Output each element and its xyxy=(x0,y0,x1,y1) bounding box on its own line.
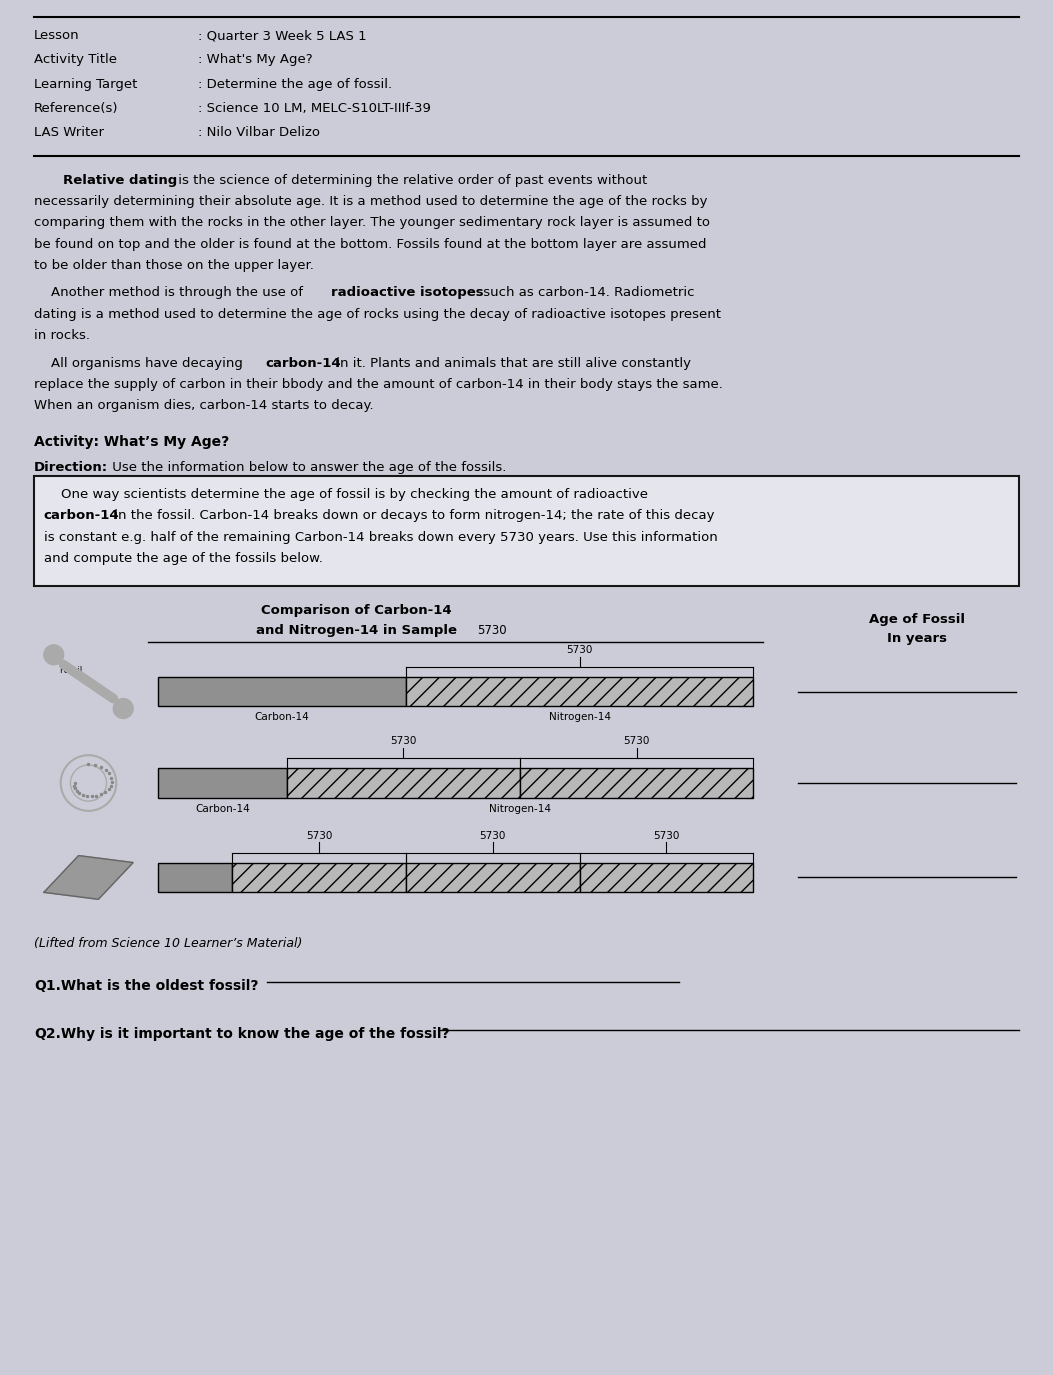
Text: such as carbon-14. Radiometric: such as carbon-14. Radiometric xyxy=(479,286,694,300)
Text: 5730: 5730 xyxy=(653,830,679,840)
Text: Another method is through the use of: Another method is through the use of xyxy=(34,286,307,300)
Text: : Quarter 3 Week 5 LAS 1: : Quarter 3 Week 5 LAS 1 xyxy=(198,29,366,43)
Text: is the science of determining the relative order of past events without: is the science of determining the relati… xyxy=(174,173,647,187)
Text: dating is a method used to determine the age of rocks using the decay of radioac: dating is a method used to determine the… xyxy=(34,308,721,320)
Text: : Science 10 LM, MELC-S10LT-IIIf-39: : Science 10 LM, MELC-S10LT-IIIf-39 xyxy=(198,102,431,116)
Text: Direction:: Direction: xyxy=(34,461,108,474)
Text: 5730: 5730 xyxy=(306,830,333,840)
Text: carbon-14: carbon-14 xyxy=(265,356,341,370)
Circle shape xyxy=(114,698,133,718)
Bar xyxy=(406,862,579,892)
Text: Activity: What’s My Age?: Activity: What’s My Age? xyxy=(34,434,230,448)
Text: Q1.: Q1. xyxy=(34,979,61,993)
Text: be found on top and the older is found at the bottom. Fossils found at the botto: be found on top and the older is found a… xyxy=(34,238,707,250)
Bar xyxy=(158,862,233,892)
Bar xyxy=(233,862,406,892)
Text: LAS Writer: LAS Writer xyxy=(34,126,104,139)
Bar xyxy=(406,676,753,707)
Polygon shape xyxy=(44,855,133,899)
Text: Q2.: Q2. xyxy=(34,1027,61,1041)
Bar xyxy=(158,769,286,798)
Text: replace the supply of carbon in their bbody and the amount of carbon-14 in their: replace the supply of carbon in their bb… xyxy=(34,378,722,390)
Text: One way scientists determine the age of fossil is by checking the amount of radi: One way scientists determine the age of … xyxy=(44,488,648,500)
Text: Carbon-14: Carbon-14 xyxy=(255,712,310,722)
Text: Nitrogen-14: Nitrogen-14 xyxy=(489,804,551,814)
Text: 5730: 5730 xyxy=(479,830,505,840)
Text: Reference(s): Reference(s) xyxy=(34,102,118,116)
Bar xyxy=(579,862,753,892)
Text: and Nitrogen-14 in Sample: and Nitrogen-14 in Sample xyxy=(256,624,457,637)
Text: Why is it important to know the age of the fossil?: Why is it important to know the age of t… xyxy=(56,1027,450,1041)
Text: 5730: 5730 xyxy=(623,736,650,747)
Text: in it. Plants and animals that are still alive constantly: in it. Plants and animals that are still… xyxy=(332,356,691,370)
Text: All organisms have decaying: All organisms have decaying xyxy=(34,356,247,370)
Text: Relative dating: Relative dating xyxy=(63,173,177,187)
Text: (Lifted from Science 10 Learner’s Material): (Lifted from Science 10 Learner’s Materi… xyxy=(34,938,302,950)
Text: In years: In years xyxy=(887,632,947,645)
Text: Lesson: Lesson xyxy=(34,29,80,43)
Text: Activity Title: Activity Title xyxy=(34,54,117,66)
Text: comparing them with the rocks in the other layer. The younger sedimentary rock l: comparing them with the rocks in the oth… xyxy=(34,216,710,230)
Bar xyxy=(520,769,753,798)
Bar xyxy=(158,676,406,707)
Text: Carbon-14: Carbon-14 xyxy=(195,804,250,814)
Text: and compute the age of the fossils below.: and compute the age of the fossils below… xyxy=(44,551,322,565)
Text: : What's My Age?: : What's My Age? xyxy=(198,54,313,66)
Text: Fossil: Fossil xyxy=(59,666,82,675)
Text: carbon-14: carbon-14 xyxy=(44,509,119,522)
Text: When an organism dies, carbon-14 starts to decay.: When an organism dies, carbon-14 starts … xyxy=(34,399,374,412)
Text: Learning Target: Learning Target xyxy=(34,78,137,91)
Text: What is the oldest fossil?: What is the oldest fossil? xyxy=(56,979,259,993)
Circle shape xyxy=(44,645,63,664)
Text: radioactive isotopes: radioactive isotopes xyxy=(331,286,483,300)
Text: : Determine the age of fossil.: : Determine the age of fossil. xyxy=(198,78,392,91)
Text: 5730: 5730 xyxy=(567,645,593,654)
Text: Comparison of Carbon-14: Comparison of Carbon-14 xyxy=(261,604,452,617)
FancyBboxPatch shape xyxy=(34,476,1019,586)
Text: Use the information below to answer the age of the fossils.: Use the information below to answer the … xyxy=(107,461,506,474)
Text: Nitrogen-14: Nitrogen-14 xyxy=(549,712,611,722)
Text: : Nilo Vilbar Delizo: : Nilo Vilbar Delizo xyxy=(198,126,320,139)
Text: 5730: 5730 xyxy=(391,736,417,747)
Bar xyxy=(286,769,520,798)
Text: in rocks.: in rocks. xyxy=(34,329,90,342)
Text: is constant e.g. half of the remaining Carbon-14 breaks down every 5730 years. U: is constant e.g. half of the remaining C… xyxy=(44,531,717,543)
Text: necessarily determining their absolute age. It is a method used to determine the: necessarily determining their absolute a… xyxy=(34,195,708,208)
Text: 5730: 5730 xyxy=(477,624,506,637)
Text: in the fossil. Carbon-14 breaks down or decays to form nitrogen-14; the rate of : in the fossil. Carbon-14 breaks down or … xyxy=(111,509,715,522)
Text: to be older than those on the upper layer.: to be older than those on the upper laye… xyxy=(34,258,314,272)
Text: Age of Fossil: Age of Fossil xyxy=(869,613,965,626)
